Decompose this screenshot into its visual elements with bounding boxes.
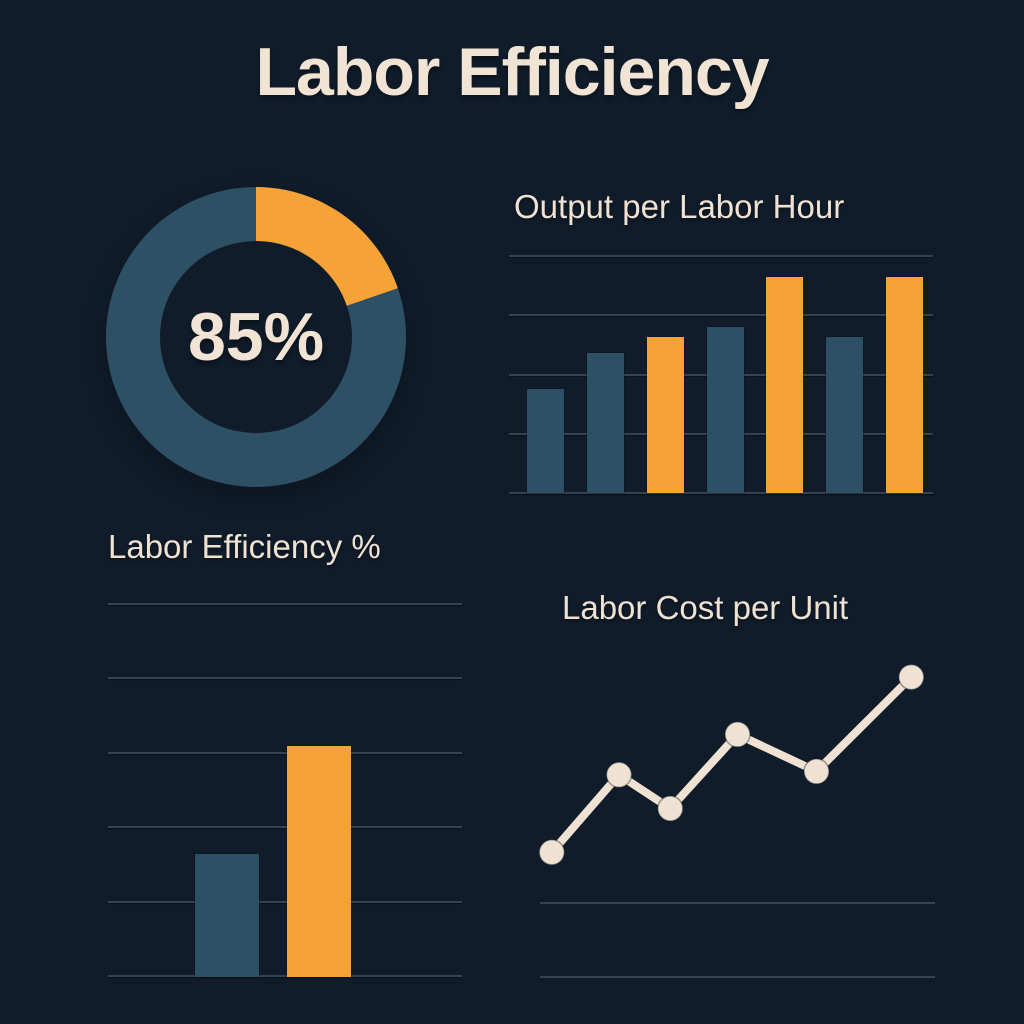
gridline	[509, 492, 933, 494]
data-point-dot	[657, 795, 684, 822]
bar	[527, 389, 564, 493]
bar	[886, 277, 923, 493]
bar	[826, 337, 863, 493]
gridline	[108, 975, 462, 977]
bar	[766, 277, 803, 493]
gridline	[509, 314, 933, 316]
gridline	[108, 677, 462, 679]
page-title: Labor Efficiency	[255, 34, 769, 110]
donut-hole: 85%	[160, 241, 352, 433]
cost-line-chart	[538, 663, 935, 978]
data-point-dot	[724, 721, 751, 748]
data-point-dot	[605, 761, 633, 789]
gridline	[108, 603, 462, 605]
bar	[587, 353, 624, 493]
data-point-dot	[803, 758, 830, 785]
bar	[195, 854, 259, 977]
efficiency-bar-chart	[108, 603, 462, 978]
donut-center-value: 85%	[187, 299, 325, 375]
gridline	[509, 255, 933, 257]
gridline	[108, 826, 462, 828]
donut-chart: 85%	[106, 187, 406, 487]
bar	[707, 327, 744, 493]
data-point-dot	[898, 663, 925, 691]
output-chart-title: Output per Labor Hour	[514, 188, 845, 225]
output-bar-chart	[509, 255, 933, 494]
gridline	[108, 901, 462, 903]
cost-chart-title: Labor Cost per Unit	[562, 589, 849, 626]
bar	[647, 337, 684, 493]
data-point-dot	[538, 839, 566, 866]
efficiency-chart-title: Labor Efficiency %	[108, 528, 381, 565]
bar	[287, 746, 351, 977]
line-series	[547, 673, 916, 857]
gridline	[108, 752, 462, 754]
